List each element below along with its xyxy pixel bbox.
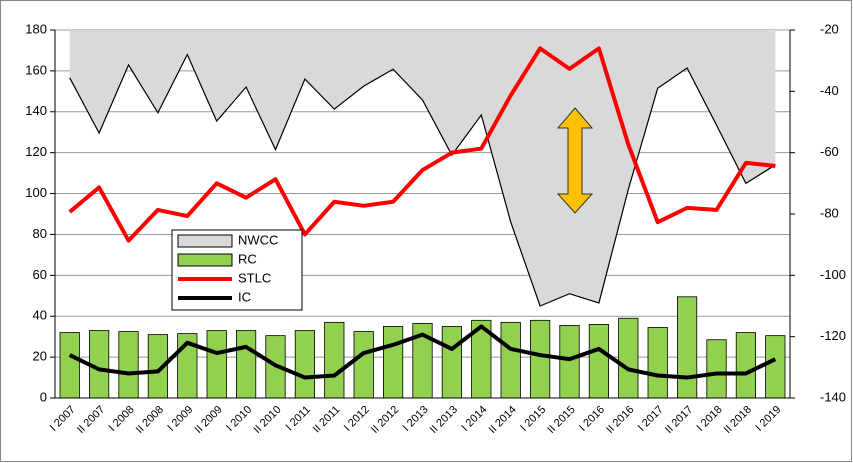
legend-label: NWCC: [238, 232, 278, 247]
y2-tick-label: -20: [820, 21, 839, 36]
y-tick-label: 100: [25, 185, 47, 200]
y-tick-label: 20: [33, 349, 47, 364]
bar: [647, 327, 668, 399]
area-line: [69, 53, 776, 307]
y-tick-label: 120: [25, 144, 47, 159]
legend: NWCC RC STLC IC: [171, 229, 303, 311]
y2-tick-label: -80: [820, 205, 839, 220]
bar: [118, 331, 139, 399]
y-tick-label: 60: [33, 267, 47, 282]
bar: [735, 332, 757, 399]
y2-tick-label: -100: [820, 267, 846, 282]
line: [68, 46, 776, 243]
bar: [353, 331, 374, 399]
y-tick-label: 160: [25, 62, 47, 77]
double-arrow: [556, 107, 594, 214]
bar: [382, 326, 404, 399]
bar: [441, 326, 463, 399]
bar: [294, 330, 316, 399]
bar: [235, 330, 257, 399]
bar: [324, 321, 345, 399]
legend-swatch: [177, 234, 233, 248]
bar: [618, 317, 639, 399]
area-fill: [69, 30, 776, 306]
line: [68, 324, 777, 380]
legend-label: IC: [238, 289, 251, 304]
legend-label: RC: [238, 251, 257, 266]
y2-tick-label: -140: [820, 389, 846, 404]
y-tick-label: 80: [33, 226, 47, 241]
bar: [559, 325, 580, 399]
y2-tick-label: -120: [820, 328, 846, 343]
bar: [529, 319, 551, 399]
bar: [59, 332, 80, 399]
bar: [676, 296, 698, 399]
bar: [206, 330, 227, 399]
bar: [706, 339, 727, 399]
legend-label: STLC: [238, 270, 271, 285]
bar: [765, 335, 786, 399]
y-tick-label: 0: [40, 389, 47, 404]
bar: [588, 323, 610, 399]
y-tick-label: 40: [33, 308, 47, 323]
bar: [500, 321, 521, 399]
legend-swatch: [177, 253, 233, 267]
y2-tick-label: -60: [820, 144, 839, 159]
y2-tick-label: -40: [820, 83, 839, 98]
y-tick-label: 140: [25, 103, 47, 118]
y-tick-label: 180: [25, 21, 47, 36]
